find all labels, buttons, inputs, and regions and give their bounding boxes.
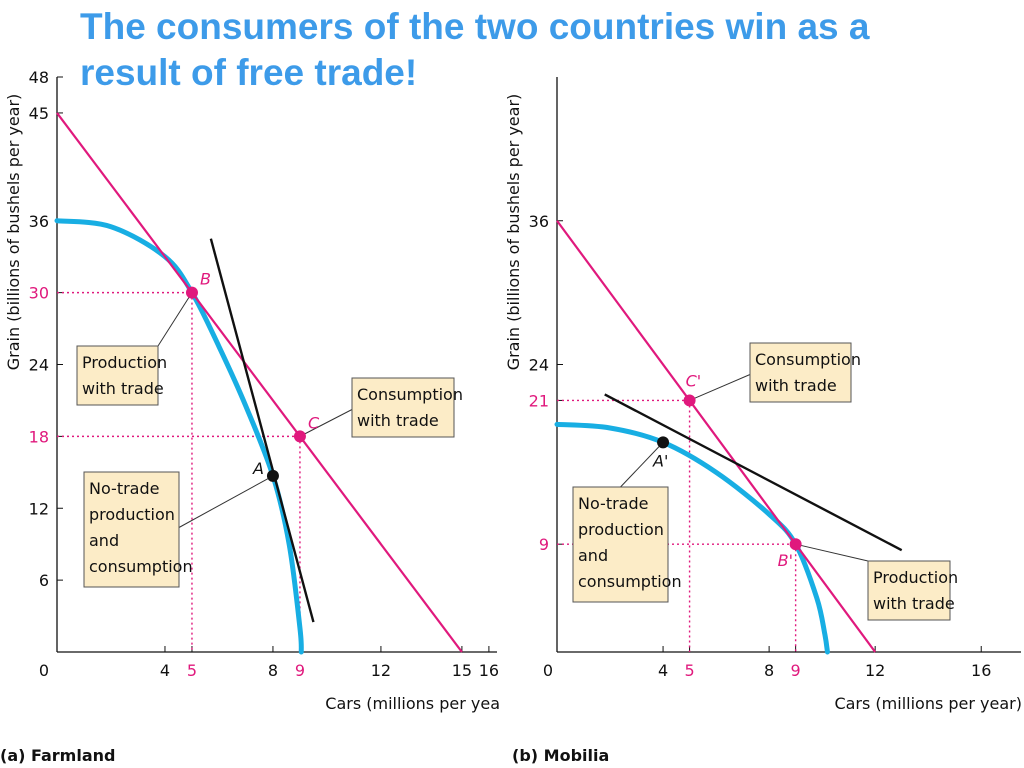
annotation-text: with trade — [357, 411, 439, 430]
point-cprime — [683, 394, 696, 407]
x-tick-label: 8 — [268, 661, 278, 680]
point-b — [185, 286, 198, 299]
x-tick-label: 9 — [295, 661, 305, 680]
y-tick-label: 36 — [529, 212, 549, 231]
annotation-text: Production — [873, 568, 958, 587]
annotation-leader — [299, 409, 353, 437]
y-tick-label: 45 — [29, 104, 49, 123]
ppf-curve — [54, 218, 304, 655]
annotation-text: with trade — [873, 594, 955, 613]
panel-label: (a) Farmland — [0, 746, 115, 765]
y-tick-label: 24 — [29, 356, 49, 375]
annotation-box — [83, 471, 180, 588]
slide-title: The consumers of the two countries win a… — [80, 6, 870, 93]
y-tick-label: 12 — [29, 499, 49, 518]
annotation-text: with trade — [755, 376, 837, 395]
annotation-text: production — [578, 520, 664, 539]
point-aprime — [657, 436, 670, 449]
point-label: C — [308, 413, 320, 432]
panel-label: (b) Mobilia — [512, 746, 609, 765]
point-c — [293, 430, 306, 443]
annotation-leader — [689, 374, 751, 401]
y-tick-label: 48 — [29, 68, 49, 87]
annotation-text: consumption — [578, 572, 682, 591]
tangent-line — [604, 393, 903, 552]
annotation-box — [749, 342, 852, 403]
ppf-curve — [554, 421, 830, 655]
point-label: B' — [778, 551, 793, 570]
y-axis-label: Grain (billions of bushels per year) — [4, 94, 23, 371]
annotation-box — [351, 377, 455, 438]
annotation-text: production — [89, 505, 175, 524]
y-tick-label: 21 — [529, 391, 549, 410]
annotation-text: Consumption — [357, 385, 463, 404]
x-tick-label: 5 — [684, 661, 694, 680]
tangent-line — [209, 238, 315, 623]
annotation-leader — [157, 292, 193, 347]
annotation-box — [572, 486, 669, 603]
annotation-leader — [620, 442, 664, 488]
x-tick-label: 15 — [452, 661, 472, 680]
annotation-text: consumption — [89, 557, 193, 576]
point-label: C' — [686, 371, 702, 390]
x-axis-label: Cars (millions per yea — [325, 694, 500, 713]
annotation-text: Production — [82, 353, 167, 372]
point-label: A — [252, 459, 264, 478]
x-tick-label: 12 — [865, 661, 885, 680]
point-a — [266, 469, 279, 482]
trade-line — [556, 220, 877, 653]
y-axis-label: Grain (billions of bushels per year) — [504, 94, 523, 371]
x-tick-label: 4 — [160, 661, 170, 680]
x-tick-label: 8 — [764, 661, 774, 680]
y-tick-label: 30 — [29, 284, 49, 303]
annotation-text: No-trade — [578, 494, 648, 513]
x-tick-label: 5 — [187, 661, 197, 680]
y-tick-label: 9 — [539, 535, 549, 554]
y-tick-label: 18 — [29, 427, 49, 446]
annotation-leader — [795, 543, 869, 562]
point-label: B — [200, 270, 211, 289]
annotation-text: and — [89, 531, 119, 550]
annotation-box — [76, 345, 159, 406]
annotation-text: No-trade — [89, 479, 159, 498]
y-tick-label: 36 — [29, 212, 49, 231]
annotation-text: and — [578, 546, 608, 565]
point-bprime — [789, 538, 802, 551]
x-tick-label: 16 — [971, 661, 991, 680]
annotation-box — [867, 560, 951, 621]
point-label: A' — [652, 451, 668, 470]
annotation-leader — [178, 475, 274, 528]
y-tick-label: 6 — [39, 571, 49, 590]
annotation-text: with trade — [82, 379, 164, 398]
x-axis-label: Cars (millions per year) — [834, 694, 1022, 713]
trade-line — [56, 112, 463, 653]
annotation-text: Consumption — [755, 350, 861, 369]
x-tick-label: 9 — [791, 661, 801, 680]
x-tick-label: 0 — [39, 661, 49, 680]
farmland-panel: 0 4 5 8 9 12 15 16 6 12 18 24 30 36 45 48 Cars (millions… — [0, 68, 500, 765]
x-tick-label: 16 — [479, 661, 499, 680]
x-tick-label: 12 — [371, 661, 391, 680]
x-tick-label: 0 — [543, 661, 553, 680]
x-tick-label: 4 — [658, 661, 668, 680]
y-tick-label: 24 — [529, 356, 549, 375]
